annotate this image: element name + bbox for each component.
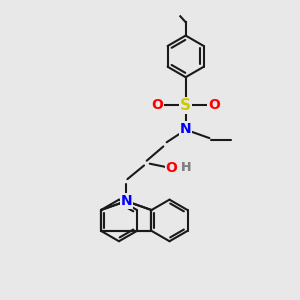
Text: O: O [166,161,177,175]
Text: O: O [208,98,220,112]
Text: H: H [181,161,191,174]
Text: O: O [208,98,220,112]
Text: O: O [152,98,164,112]
Text: O: O [166,161,177,175]
Text: S: S [180,98,191,113]
Text: H: H [181,161,191,174]
Text: N: N [180,122,191,136]
Text: N: N [120,194,132,208]
Text: O: O [152,98,164,112]
Text: N: N [180,122,191,136]
Text: N: N [120,194,132,208]
Text: S: S [180,98,191,113]
